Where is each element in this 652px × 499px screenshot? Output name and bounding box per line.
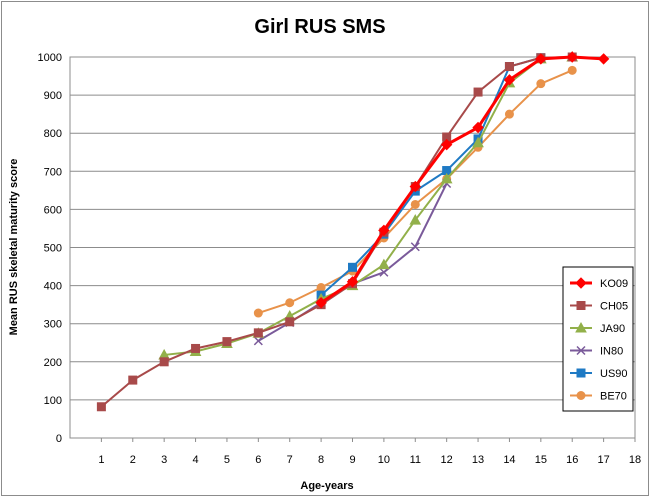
- y-tick-label: 0: [56, 433, 62, 445]
- data-point: [253, 308, 263, 318]
- y-tick-label: 200: [44, 357, 62, 369]
- data-point: [379, 267, 389, 277]
- legend-marker: [576, 391, 586, 400]
- x-tick-label: 6: [255, 454, 261, 466]
- series-line: [164, 56, 573, 356]
- legend-marker: [576, 345, 586, 356]
- x-tick-label: 10: [378, 454, 390, 466]
- data-point: [159, 357, 169, 367]
- data-point: [410, 242, 420, 252]
- data-point: [346, 276, 359, 288]
- legend-marker: [575, 277, 587, 289]
- data-point: [378, 224, 390, 237]
- data-point: [253, 336, 263, 346]
- data-point: [473, 87, 483, 97]
- x-tick-label: 13: [472, 454, 484, 466]
- legend-item-ja90: JA90: [570, 321, 625, 335]
- data-point: [440, 138, 453, 151]
- x-tick-label: 12: [441, 454, 453, 466]
- x-tick-label: 17: [597, 454, 609, 466]
- series-ch05: [96, 52, 577, 412]
- x-tick-label: 1: [98, 454, 104, 466]
- y-tick-label: 600: [44, 204, 62, 216]
- series-line: [320, 55, 604, 304]
- data-point: [222, 337, 232, 347]
- legend-marker: [576, 301, 586, 310]
- y-tick-label: 300: [44, 319, 62, 331]
- series-line: [100, 56, 573, 408]
- x-tick-label: 9: [349, 454, 355, 466]
- legend-label: KO09: [600, 278, 628, 290]
- series-line: [320, 56, 542, 296]
- data-point: [472, 136, 484, 148]
- x-tick-label: 15: [535, 454, 547, 466]
- legend-label: CH05: [600, 301, 628, 313]
- x-tick-label: 3: [161, 454, 167, 466]
- legend-label: US90: [600, 368, 628, 380]
- legend-label: JA90: [600, 323, 625, 335]
- data-point: [285, 298, 295, 308]
- data-point: [504, 109, 514, 119]
- data-point: [440, 172, 453, 184]
- data-point: [253, 328, 263, 338]
- legend-item-us90: US90: [570, 368, 628, 380]
- data-point: [566, 51, 578, 63]
- series-ko09: [315, 51, 610, 309]
- x-tick-label: 16: [566, 454, 578, 466]
- legend-marker: [575, 321, 587, 333]
- x-tick-label: 18: [629, 454, 641, 466]
- x-tick-label: 2: [130, 454, 136, 466]
- y-tick-label: 500: [44, 243, 62, 255]
- legend-item-be70: BE70: [570, 391, 627, 403]
- legend-label: BE70: [600, 391, 627, 403]
- legend-box: [562, 266, 634, 412]
- legend-item-ch05: CH05: [570, 301, 628, 313]
- data-point: [128, 375, 138, 385]
- legend-label: IN80: [600, 346, 623, 358]
- data-point: [191, 343, 201, 353]
- data-point: [503, 74, 516, 86]
- series-ja90: [158, 50, 579, 360]
- data-point: [409, 214, 422, 225]
- data-point: [285, 317, 295, 327]
- y-tick-label: 100: [44, 395, 62, 407]
- data-point: [410, 199, 420, 209]
- legend-marker: [576, 368, 586, 378]
- series-group: [96, 50, 610, 412]
- legend: KO09 CH05 JA90 IN80 US90 BE70: [562, 266, 634, 412]
- data-point: [348, 262, 357, 272]
- y-tick-label: 900: [44, 90, 62, 102]
- data-point: [504, 62, 514, 72]
- x-tick-label: 8: [318, 454, 324, 466]
- x-tick-label: 5: [224, 454, 230, 466]
- y-tick-label: 700: [44, 166, 62, 178]
- legend-item-in80: IN80: [570, 346, 623, 358]
- x-axis-label: Age-years: [300, 480, 353, 492]
- data-point: [409, 180, 421, 193]
- x-tick-label: 11: [410, 454, 421, 466]
- y-tick-label: 400: [44, 281, 62, 293]
- y-axis-label: Mean RUS skeletal maturity score: [8, 159, 20, 336]
- data-point: [96, 402, 106, 412]
- data-point: [316, 283, 326, 293]
- gridlines: [69, 56, 636, 439]
- data-point: [535, 53, 547, 65]
- y-tick-label: 800: [44, 128, 62, 140]
- data-point: [315, 297, 327, 309]
- y-tick-label: 1000: [38, 52, 62, 64]
- x-tick-label: 4: [192, 454, 198, 466]
- data-point: [472, 121, 484, 134]
- series-us90: [316, 53, 546, 300]
- x-tick-label: 7: [287, 454, 293, 466]
- data-point: [597, 53, 610, 65]
- data-point: [378, 258, 390, 270]
- x-tick-label: 14: [503, 454, 515, 466]
- data-point: [536, 79, 546, 89]
- data-point: [567, 65, 577, 75]
- chart-title: Girl RUS SMS: [254, 16, 385, 38]
- legend-item-ko09: KO09: [570, 277, 628, 290]
